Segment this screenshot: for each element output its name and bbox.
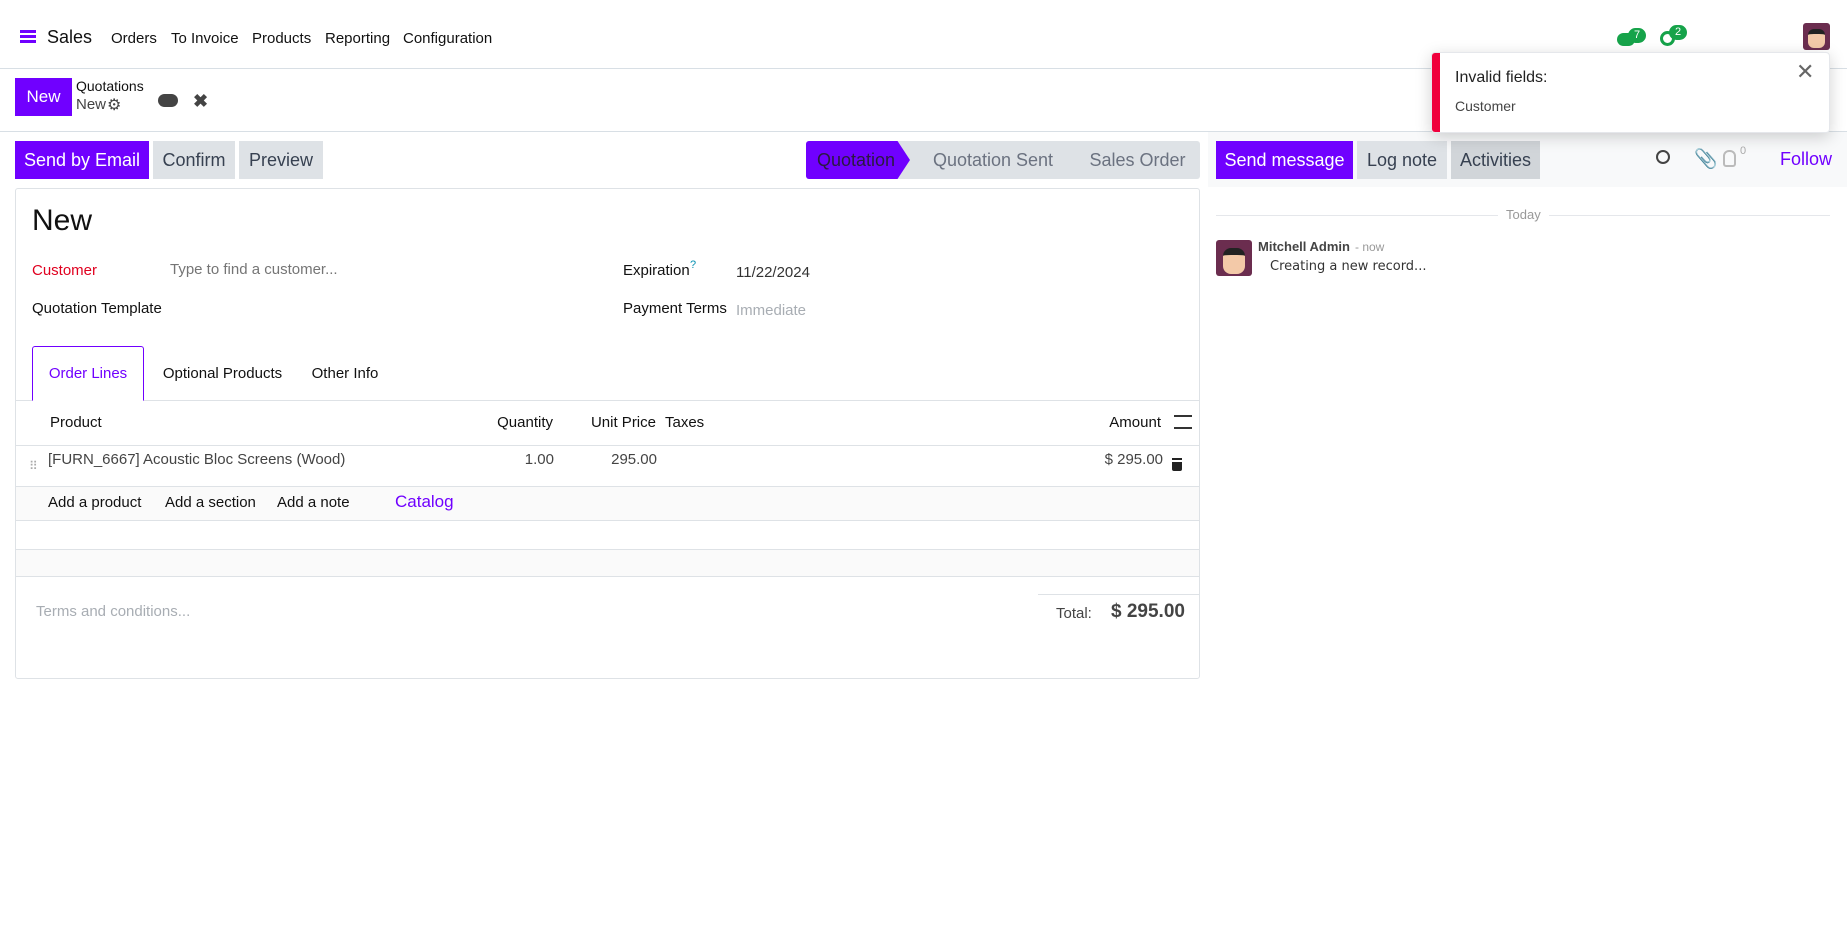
add-line-row [16,486,1199,521]
activities-badge: 2 [1669,25,1687,40]
log-note-button[interactable]: Log note [1357,141,1447,179]
menu-to-invoice[interactable]: To Invoice [171,30,239,47]
col-quantity[interactable]: Quantity [497,414,553,431]
add-section-link[interactable]: Add a section [165,494,256,511]
catalog-link[interactable]: Catalog [395,492,454,511]
search-icon[interactable] [1656,150,1670,164]
toast-danger-bar [1432,53,1440,132]
invalid-fields-notification: Invalid fields: Customer ✕ [1431,52,1830,133]
line-product[interactable]: [FURN_6667] Acoustic Bloc Screens (Wood) [48,451,346,468]
total-value: $ 295.00 [1111,601,1185,622]
user-avatar[interactable] [1803,23,1830,50]
record-title: New [32,204,93,237]
drag-handle-icon[interactable]: ⠿ [29,459,38,473]
line-amount: $ 295.00 [1104,451,1163,468]
tab-bar-line [16,400,1199,401]
close-icon[interactable]: ✕ [1796,59,1815,84]
toast-body: Customer [1455,98,1516,114]
menu-reporting[interactable]: Reporting [325,30,391,47]
optional-columns-icon[interactable] [1174,415,1192,429]
terms-input[interactable]: Terms and conditions... [36,603,191,620]
col-unit-price[interactable]: Unit Price [590,414,656,431]
form-sheet [15,188,1200,679]
gear-icon[interactable]: ⚙ [107,97,122,114]
total-divider [1038,594,1200,595]
customer-input[interactable] [170,261,590,278]
follow-button[interactable]: Follow [1780,149,1833,169]
expiration-value[interactable]: 11/22/2024 [736,264,810,281]
trash-icon[interactable] [1172,460,1182,471]
tab-optional-products[interactable]: Optional Products [162,365,283,382]
followers-count: 0 [1740,145,1747,157]
stage-sales-order[interactable]: Sales Order [1089,149,1186,170]
activities-button[interactable]: Activities [1451,141,1540,179]
menu-configuration[interactable]: Configuration [403,30,493,47]
add-product-link[interactable]: Add a product [48,494,142,511]
expiration-label: Expiration [623,262,690,279]
date-separator: Today [1498,207,1549,222]
breadcrumb-quotations[interactable]: Quotations [76,78,144,94]
paperclip-icon[interactable]: 📎 [1694,149,1718,170]
confirm-button[interactable]: Confirm [153,141,235,179]
preview-button[interactable]: Preview [239,141,323,179]
col-amount[interactable]: Amount [1109,414,1161,431]
followers-icon[interactable] [1723,150,1736,167]
messages-badge: 7 [1628,28,1646,43]
line-quantity[interactable]: 1.00 [524,451,554,468]
expiration-help-icon[interactable]: ? [690,259,697,271]
send-by-email-button[interactable]: Send by Email [15,141,149,179]
stage-quotation[interactable]: Quotation [816,149,896,170]
total-label: Total: [1056,605,1092,622]
save-cloud-icon[interactable] [158,94,178,107]
new-button[interactable]: New [15,78,72,116]
line-unit-price[interactable]: 295.00 [611,451,657,468]
menu-icon[interactable] [20,30,36,43]
stage-quotation-sent[interactable]: Quotation Sent [932,149,1054,170]
menu-products[interactable]: Products [252,30,312,47]
breadcrumb-current: New [76,96,107,113]
payment-terms-input[interactable]: Immediate [736,302,807,319]
app-name[interactable]: Sales [47,27,93,47]
add-note-link[interactable]: Add a note [277,494,350,511]
control-panel [0,69,1847,132]
col-product[interactable]: Product [50,414,102,431]
empty-row [16,549,1199,577]
quotation-template-label: Quotation Template [32,300,162,317]
send-message-button[interactable]: Send message [1216,141,1353,179]
message-avatar [1216,240,1252,276]
message-body: Creating a new record... [1270,259,1427,274]
toast-title: Invalid fields: [1455,69,1548,86]
tab-other-info[interactable]: Other Info [311,365,379,382]
discard-close-icon[interactable]: ✖ [193,91,209,111]
payment-terms-label: Payment Terms [623,300,727,317]
message-time: - now [1355,240,1385,254]
row-divider [16,445,1199,446]
top-navbar: Sales Orders To Invoice Products Reporti… [0,0,1847,69]
menu-orders[interactable]: Orders [111,30,157,47]
stage-active-bg [806,141,910,179]
message-author[interactable]: Mitchell Admin [1258,239,1350,254]
tab-order-lines[interactable]: Order Lines [32,346,144,401]
col-taxes[interactable]: Taxes [665,414,705,431]
customer-label: Customer [32,262,98,279]
